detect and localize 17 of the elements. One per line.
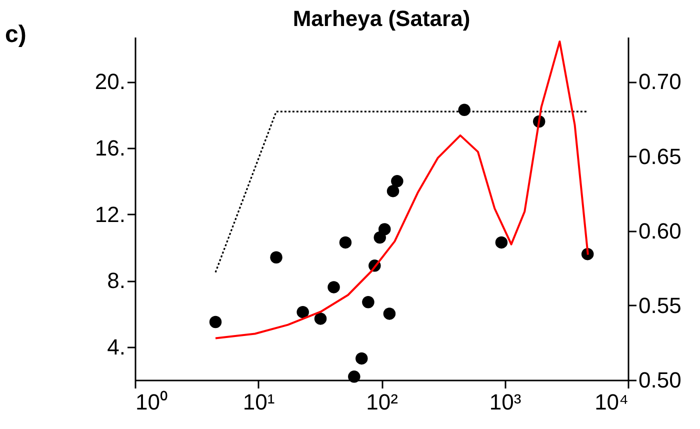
- y-tick-label: 8.: [107, 268, 126, 294]
- y-tick-label: 4.: [107, 334, 126, 360]
- chart-title: Marheya (Satara): [292, 6, 470, 31]
- text: c): [5, 21, 26, 48]
- y2-tick-label: 0.55: [638, 292, 682, 318]
- y-tick-label: 20.: [94, 69, 126, 94]
- x-tick-label: 10¹: [242, 390, 275, 414]
- y2-tick-label: 0.65: [638, 144, 682, 169]
- x-tick-label: 10⁰: [136, 390, 168, 414]
- y-tick-label: 16.: [94, 136, 126, 161]
- y2-tick-label: 0.70: [638, 69, 682, 94]
- x-tick-label: 10²: [366, 390, 398, 414]
- y2-tick-label: 0.50: [638, 368, 682, 392]
- x-tick-label: 10³: [489, 390, 522, 414]
- y-tick-label: 12.: [94, 202, 126, 227]
- x-tick-label: 10⁴: [594, 390, 628, 414]
- y2-tick-label: 0.60: [638, 218, 682, 244]
